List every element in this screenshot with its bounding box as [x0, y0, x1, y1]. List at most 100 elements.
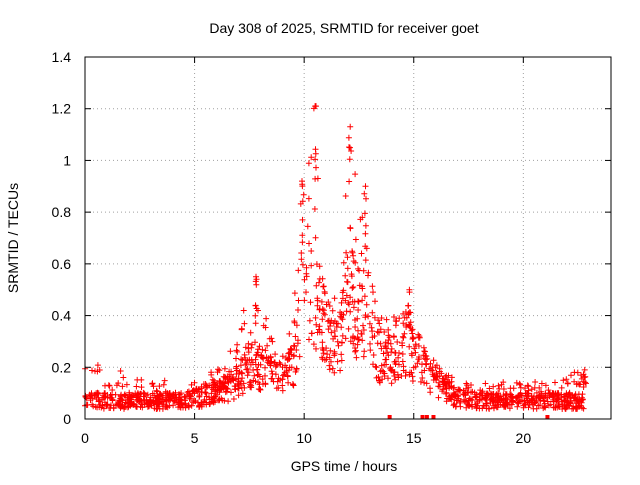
data-point	[303, 264, 310, 271]
data-point	[226, 368, 233, 375]
data-point	[436, 365, 443, 372]
data-point	[408, 327, 415, 334]
data-point	[291, 352, 297, 359]
data-point	[493, 398, 500, 405]
data-point	[329, 365, 336, 372]
data-point	[259, 376, 266, 383]
data-point	[299, 232, 306, 239]
data-point	[352, 171, 359, 178]
data-point	[403, 324, 410, 330]
data-point	[299, 198, 306, 205]
data-point	[372, 298, 378, 305]
data-point	[288, 346, 295, 353]
data-point	[352, 236, 359, 243]
data-point	[352, 345, 358, 351]
data-point	[362, 257, 369, 264]
data-point	[308, 248, 315, 254]
data-point	[377, 326, 384, 333]
data-point	[321, 288, 328, 295]
data-point	[366, 320, 373, 327]
data-point	[216, 397, 223, 404]
data-point	[233, 363, 240, 370]
data-point	[308, 262, 315, 269]
data-point	[298, 250, 305, 256]
data-point	[320, 283, 327, 290]
data-point	[513, 379, 520, 386]
data-point	[247, 329, 254, 336]
data-point	[538, 380, 545, 387]
data-point	[495, 382, 502, 389]
data-point	[291, 343, 298, 350]
data-point	[312, 146, 319, 153]
data-point	[448, 378, 455, 385]
data-point	[392, 349, 398, 356]
data-point	[523, 395, 530, 402]
y-tick-label: 0.8	[52, 204, 72, 220]
data-point	[370, 352, 377, 358]
x-tick-label: 0	[81, 430, 89, 446]
data-point	[577, 402, 584, 409]
data-point	[429, 364, 436, 371]
data-point	[96, 397, 103, 404]
data-point	[265, 357, 272, 364]
data-point	[436, 383, 443, 390]
data-point	[374, 340, 381, 347]
data-point	[531, 400, 538, 407]
data-point	[253, 305, 260, 312]
data-point	[524, 399, 531, 406]
data-point	[350, 284, 357, 290]
data-point	[482, 396, 489, 403]
axis-ticks: 0 5 10 15 20 0 0.2 0.4 0.6 0.8 1 1.2 1.4	[52, 49, 611, 446]
data-point	[506, 405, 513, 412]
data-point	[262, 347, 269, 354]
data-point	[406, 371, 413, 378]
data-point	[370, 361, 376, 368]
data-point	[216, 378, 223, 385]
data-point	[241, 384, 248, 391]
data-point	[314, 295, 321, 302]
data-point	[349, 249, 356, 256]
grid-lines	[85, 57, 611, 419]
data-point	[518, 392, 525, 399]
data-point	[362, 222, 369, 229]
data-point	[396, 361, 402, 368]
data-point	[508, 391, 515, 398]
data-point	[476, 391, 483, 398]
data-point	[260, 354, 266, 361]
data-point	[337, 367, 344, 374]
data-point	[358, 331, 365, 337]
data-point	[118, 403, 125, 410]
data-point	[352, 347, 359, 354]
data-point	[362, 243, 369, 250]
data-point	[264, 342, 271, 349]
data-point	[365, 272, 371, 279]
data-point	[347, 294, 354, 301]
data-point	[354, 334, 361, 341]
data-point	[576, 396, 583, 403]
data-point	[441, 378, 448, 385]
data-point	[292, 333, 299, 340]
data-point	[415, 334, 422, 341]
data-point	[560, 377, 567, 384]
data-point	[155, 401, 162, 407]
data-point	[392, 358, 399, 365]
data-point	[550, 393, 557, 400]
data-point	[269, 338, 276, 345]
data-point	[326, 303, 333, 309]
data-point	[363, 195, 369, 202]
data-point	[580, 405, 587, 412]
data-point	[580, 371, 587, 378]
data-point	[406, 343, 413, 350]
data-point	[251, 372, 258, 379]
data-point	[490, 383, 497, 390]
data-point	[328, 329, 335, 336]
data-point	[125, 403, 132, 410]
data-point	[296, 353, 303, 360]
data-point	[350, 333, 357, 340]
data-point	[359, 297, 366, 304]
data-point	[257, 386, 264, 393]
x-axis-label: GPS time / hours	[291, 458, 398, 474]
data-point	[563, 399, 570, 406]
data-point	[331, 348, 338, 355]
data-point	[376, 378, 383, 384]
